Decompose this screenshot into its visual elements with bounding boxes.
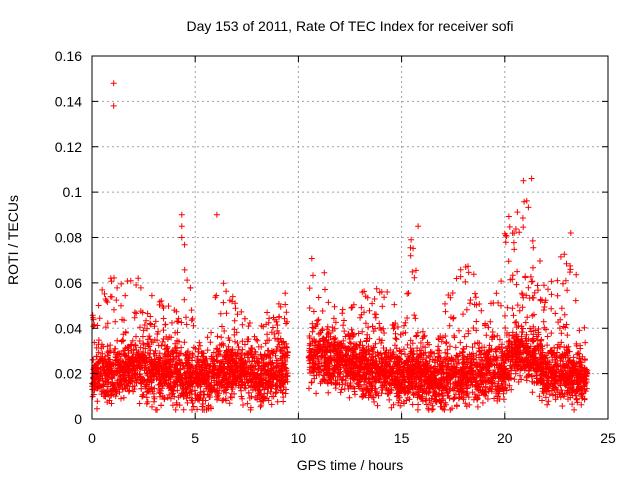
grid-lines xyxy=(92,56,608,419)
y-tick-label: 0.1 xyxy=(63,184,83,200)
x-tick-label: 5 xyxy=(191,430,199,446)
data-points xyxy=(89,80,591,413)
y-tick-label: 0.12 xyxy=(55,139,82,155)
y-tick-labels: 0 0.02 0.04 0.06 0.08 0.1 0.12 0.14 0.16 xyxy=(55,48,82,427)
y-tick-label: 0 xyxy=(74,411,82,427)
x-tick-label: 0 xyxy=(88,430,96,446)
y-tick-label: 0.16 xyxy=(55,48,82,64)
x-tick-labels: 0 5 10 15 20 25 xyxy=(88,430,616,446)
y-tick-label: 0.14 xyxy=(55,93,82,109)
x-tick-label: 10 xyxy=(291,430,307,446)
x-tick-label: 25 xyxy=(600,430,616,446)
x-tick-label: 15 xyxy=(394,430,410,446)
x-tick-label: 20 xyxy=(497,430,513,446)
chart-title: Day 153 of 2011, Rate Of TEC Index for r… xyxy=(186,18,513,34)
y-tick-label: 0.04 xyxy=(55,320,82,336)
y-tick-label: 0.06 xyxy=(55,275,82,291)
roti-markers xyxy=(89,80,591,413)
y-tick-label: 0.08 xyxy=(55,230,82,246)
x-axis-label: GPS time / hours xyxy=(297,457,404,473)
y-tick-label: 0.02 xyxy=(55,366,82,382)
y-axis-label: ROTI / TECUs xyxy=(5,195,21,285)
axis-ticks xyxy=(91,55,609,420)
